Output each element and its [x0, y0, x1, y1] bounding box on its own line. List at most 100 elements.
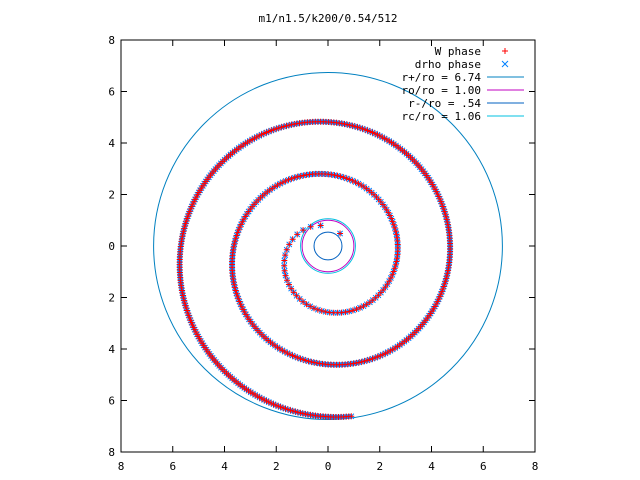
- w-phase-point: [388, 215, 395, 222]
- w-phase-point: [236, 298, 243, 305]
- w-phase-point: [346, 122, 353, 129]
- w-phase-point: [182, 220, 189, 227]
- w-phase-point: [292, 353, 299, 360]
- w-phase-point: [231, 281, 238, 288]
- w-phase-point: [308, 358, 315, 365]
- legend-label: r-/ro = .54: [408, 97, 481, 110]
- w-phase-point: [282, 177, 289, 184]
- w-phase-point: [238, 221, 245, 228]
- w-phase-point: [233, 232, 240, 239]
- w-phase-point: [337, 230, 344, 237]
- w-phase-point: [439, 286, 446, 293]
- w-phase-point: [291, 174, 298, 181]
- legend-label: ro/ro = 1.00: [402, 84, 481, 97]
- w-phase-point: [180, 228, 187, 235]
- w-phase-point: [375, 292, 382, 299]
- w-phase-point: [443, 216, 450, 223]
- w-phase-point: [273, 125, 280, 132]
- x-tick-label: 6: [169, 460, 176, 473]
- w-phase-point: [392, 261, 399, 268]
- w-phase-point: [392, 228, 399, 235]
- w-phase-point: [240, 216, 247, 223]
- w-phase-point: [340, 174, 347, 181]
- w-phase-point: [294, 354, 301, 361]
- w-phase-point: [364, 357, 371, 364]
- w-phase-point: [377, 352, 384, 359]
- w-phase-point: [279, 179, 286, 186]
- w-phase-point: [238, 303, 245, 310]
- w-phase-point: [314, 306, 321, 313]
- x-tick-label: 8: [532, 460, 539, 473]
- w-phase-point: [286, 241, 293, 248]
- w-phase-point: [284, 277, 291, 284]
- w-phase-point: [384, 281, 391, 288]
- w-phase-point: [318, 307, 325, 314]
- w-phase-point: [300, 298, 307, 305]
- w-phase-point: [443, 213, 450, 220]
- w-phase-point: [281, 257, 288, 264]
- w-phase-point: [277, 180, 284, 187]
- w-phase-point: [360, 303, 367, 310]
- w-phase-point: [310, 305, 317, 312]
- legend-plus-marker: [502, 48, 508, 54]
- w-phase-point: [230, 243, 237, 250]
- w-phase-point: [366, 356, 373, 363]
- chart-title: m1/n1.5/k200/0.54/512: [258, 12, 397, 25]
- w-phase-point: [362, 126, 369, 133]
- w-phase-point: [343, 175, 350, 182]
- w-phase-point: [280, 123, 287, 130]
- w-phase-point: [305, 358, 312, 365]
- w-phase-point: [442, 278, 449, 285]
- w-phase-point: [297, 173, 304, 180]
- w-phase-point: [444, 270, 451, 277]
- w-phase-point: [393, 231, 400, 238]
- y-tick-label: 6: [108, 86, 115, 99]
- w-phase-point: [240, 306, 247, 313]
- w-phase-point: [393, 258, 400, 265]
- y-tick-label: 8: [108, 34, 115, 47]
- w-phase-point: [300, 227, 307, 234]
- w-phase-point: [237, 301, 244, 308]
- w-phase-point: [444, 221, 451, 228]
- w-phase-point: [355, 180, 362, 187]
- y-tick-label: 4: [108, 343, 115, 356]
- w-phase-point: [358, 358, 365, 365]
- w-phase-point: [439, 203, 446, 210]
- w-phase-point: [386, 278, 393, 285]
- w-phase-point: [235, 226, 242, 233]
- y-tick-label: 0: [108, 240, 115, 253]
- w-phase-point: [344, 121, 351, 128]
- w-phase-point: [437, 291, 444, 298]
- w-phase-point: [285, 281, 292, 288]
- w-phase-point: [239, 218, 246, 225]
- w-phase-point: [234, 229, 241, 236]
- w-phase-point: [282, 272, 289, 279]
- w-phase-point: [349, 122, 356, 129]
- x-tick-label: 4: [221, 460, 228, 473]
- w-phase-point: [391, 224, 398, 231]
- w-phase-point: [232, 238, 239, 245]
- w-phase-point: [281, 262, 288, 269]
- w-phase-point: [352, 179, 359, 186]
- w-phase-point: [355, 359, 362, 366]
- w-phase-point: [440, 205, 447, 212]
- legend-cross-marker: [501, 60, 509, 68]
- w-phase-point: [334, 172, 341, 179]
- w-phase-point: [232, 287, 239, 294]
- w-phase-point: [241, 308, 248, 315]
- w-phase-point: [436, 293, 443, 300]
- w-phase-point: [294, 173, 301, 180]
- w-phase-point: [181, 297, 188, 304]
- w-phase-point: [278, 124, 285, 131]
- w-phase-point: [233, 290, 240, 297]
- w-phase-point: [302, 357, 309, 364]
- w-phase-point: [443, 275, 450, 282]
- y-tick-label: 6: [108, 395, 115, 408]
- w-phase-point: [286, 122, 293, 129]
- w-phase-point: [179, 292, 186, 299]
- w-phase-point: [442, 211, 449, 218]
- w-phase-point: [394, 234, 401, 241]
- w-phase-point: [349, 307, 356, 314]
